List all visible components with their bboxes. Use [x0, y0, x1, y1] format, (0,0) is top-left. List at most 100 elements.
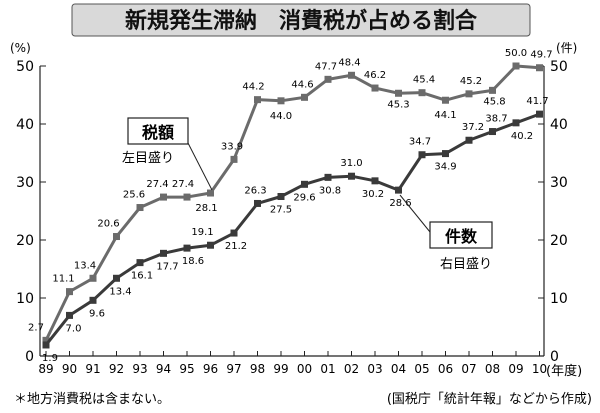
data-point: [395, 89, 402, 97]
data-point: [536, 64, 543, 72]
data-point: [324, 75, 332, 83]
y-right-tick-label: 10: [550, 291, 568, 307]
data-point: [230, 229, 238, 237]
data-point: [418, 151, 426, 159]
x-tick-label: 93: [132, 362, 147, 376]
data-label-kensu: 30.8: [319, 185, 341, 196]
x-tick-label: 09: [508, 362, 523, 376]
data-point: [42, 341, 50, 349]
data-label-zeigaku: 33.9: [221, 141, 243, 152]
data-label-zeigaku: 27.4: [146, 179, 168, 190]
data-label-kensu: 13.4: [109, 286, 131, 297]
data-label-zeigaku: 49.7: [530, 50, 552, 61]
series-name-zeigaku: 税額: [142, 123, 174, 142]
data-point: [301, 93, 308, 101]
data-label-zeigaku: 11.1: [52, 274, 74, 285]
callout-kensu-leader: [399, 194, 431, 233]
x-tick-label: 94: [156, 362, 171, 376]
callout-kensu: 件数 右目盛り: [399, 194, 493, 272]
series-line-0: [44, 64, 540, 341]
data-label-kensu: 28.6: [389, 198, 411, 209]
data-point: [136, 259, 144, 267]
data-label-zeigaku: 27.4: [172, 179, 194, 190]
y-right-tick-label: 0: [550, 349, 559, 365]
data-label-kensu: 19.1: [191, 227, 213, 238]
title-banner: 新規発生滞納 消費税が占める割合: [71, 3, 531, 37]
series-name-kensu: 件数: [445, 227, 478, 246]
x-tick-label: 05: [414, 362, 429, 376]
y-left-ticks: 0 10 20 30 40 50: [16, 59, 46, 365]
x-tick-label: 96: [203, 362, 218, 376]
data-label-kensu: 34.9: [434, 162, 456, 173]
data-point: [207, 241, 214, 249]
data-point: [66, 311, 73, 319]
data-point: [395, 186, 402, 194]
x-tick-label: 00: [297, 362, 312, 376]
data-point: [113, 274, 120, 282]
y-right-unit-label: (件): [556, 41, 577, 55]
data-label-zeigaku: 45.4: [413, 75, 435, 86]
y-right-tick-label: 30: [550, 175, 568, 191]
data-point: [465, 90, 473, 98]
data-point: [277, 97, 285, 105]
data-label-zeigaku: 2.7: [28, 322, 44, 333]
callout-kensu-box: [429, 221, 493, 249]
data-point: [324, 173, 332, 181]
y-left-unit-label: (%): [10, 41, 31, 55]
data-point: [277, 193, 285, 200]
footer-source: (国税庁「統計年報」などから作成): [387, 391, 592, 407]
data-label-zeigaku: 48.4: [338, 57, 360, 68]
data-label-kensu: 34.7: [409, 137, 431, 148]
data-point: [207, 189, 214, 197]
data-label-zeigaku: 44.0: [270, 111, 292, 122]
x-tick-label: 95: [179, 362, 194, 376]
data-label-zeigaku: 44.2: [242, 82, 264, 93]
y-left-tick-label: 40: [16, 117, 34, 133]
data-label-zeigaku: 28.1: [195, 203, 217, 214]
data-point: [183, 244, 191, 252]
y-right-tick-label: 40: [550, 117, 568, 133]
y-left-tick-label: 0: [25, 349, 34, 365]
data-point: [348, 71, 355, 79]
data-point: [136, 204, 144, 212]
data-point: [89, 296, 97, 304]
data-label-zeigaku: 44.6: [291, 79, 313, 90]
data-point: [489, 86, 496, 94]
data-point: [160, 249, 167, 257]
x-tick-label: 99: [273, 362, 288, 376]
data-point: [160, 193, 167, 201]
x-tick-label: 90: [62, 362, 77, 376]
x-tick-label: 92: [109, 362, 124, 376]
x-ticks: 89 90 91 92 93 94 95 96 97 98 99 00 01 02 03 04 05 06 07 08…: [38, 351, 547, 376]
data-label-kensu: 16.1: [131, 271, 153, 282]
data-label-kensu: 41.7: [526, 96, 548, 107]
data-label-kensu: 26.3: [244, 185, 266, 196]
callout-zeigaku: 税額 左目盛り: [122, 117, 213, 191]
chart-title: 新規発生滞納 消費税が占める割合: [125, 8, 478, 34]
data-label-zeigaku: 45.3: [387, 99, 409, 110]
callout-zeigaku-box: [127, 117, 189, 145]
data-point: [348, 172, 355, 180]
data-label-kensu: 38.7: [485, 114, 507, 125]
data-label-zeigaku: 44.1: [434, 110, 456, 121]
series-axis-note-kensu: 右目盛り: [440, 257, 492, 272]
x-tick-label: 06: [438, 362, 453, 376]
plot-area: [39, 66, 545, 357]
x-tick-label: 97: [226, 362, 241, 376]
y-left-tick-label: 10: [16, 291, 34, 307]
data-point: [301, 180, 308, 188]
data-label-zeigaku: 50.0: [505, 48, 527, 59]
data-label-kensu: 17.7: [156, 261, 178, 272]
series-line-1: [44, 112, 541, 346]
data-label-zeigaku: 45.2: [460, 76, 482, 87]
data-point: [512, 62, 520, 70]
series-layer: [42, 62, 543, 349]
data-label-kensu: 7.0: [66, 323, 82, 334]
y-right-ticks: 0 10 20 30 40 50: [538, 59, 568, 365]
x-axis-unit-label: (年度): [546, 363, 582, 379]
data-labels-layer: 2.711.113.420.625.627.4 27.428.133.944.24…: [28, 48, 553, 364]
data-point: [183, 193, 191, 201]
data-point: [536, 110, 543, 118]
x-tick-label: 10: [532, 362, 547, 376]
data-label-zeigaku: 20.6: [97, 219, 119, 230]
